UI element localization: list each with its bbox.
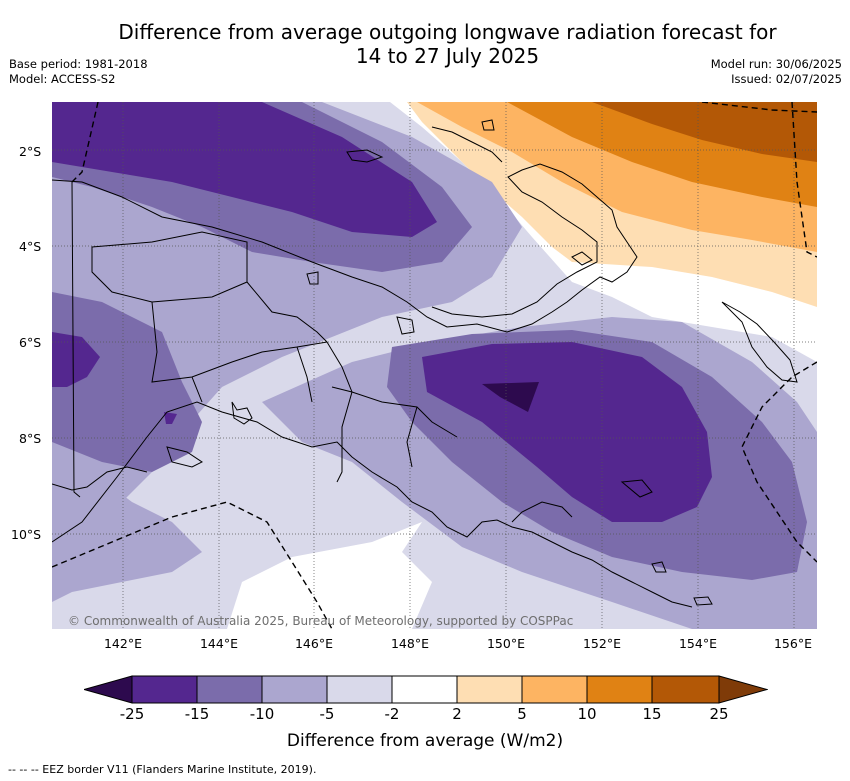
colorbar-tick-5: 5 — [517, 705, 527, 723]
colorbar-segment-10-15 — [587, 676, 652, 703]
colorbar-segment-minus25-minus15 — [132, 676, 197, 703]
lon-label-154e: 154°E — [678, 636, 717, 651]
colorbar-segment-minus10-minus5 — [262, 676, 327, 703]
anomaly-band-15-25 — [592, 102, 817, 162]
colorbar-segment-15-25 — [652, 676, 719, 703]
graticule — [52, 102, 817, 629]
coastlines — [52, 119, 798, 608]
model-name: Model: ACCESS-S2 — [9, 72, 116, 86]
title-line-1: Difference from average outgoing longwav… — [118, 20, 777, 44]
lat-label-8s: 8°S — [19, 431, 42, 446]
colorbar-under-arrow — [84, 675, 133, 704]
colorbar-tick-minus10: -10 — [249, 705, 275, 723]
anomaly-band-minus25-minus15-north — [52, 102, 437, 237]
colorbar-segment-2-5 — [457, 676, 522, 703]
lon-label-156e: 156°E — [773, 636, 812, 651]
colorbar-over-arrow — [718, 675, 768, 704]
lon-label-146e: 146°E — [294, 636, 333, 651]
colorbar-outline — [131, 675, 720, 704]
copyright-notice: © Commonwealth of Australia 2025, Bureau… — [68, 614, 574, 628]
eez-footnote: -- -- -- EEZ border V11 (Flanders Marine… — [8, 763, 317, 776]
colorbar-tick-15: 15 — [642, 705, 662, 723]
colorbar-tick-minus5: -5 — [319, 705, 335, 723]
colorbar-tick-minus2: -2 — [384, 705, 400, 723]
map-panel — [52, 102, 817, 629]
anomaly-band-neutral-south — [227, 522, 432, 629]
lat-label-6s: 6°S — [19, 335, 42, 350]
lon-label-152e: 152°E — [582, 636, 621, 651]
chart-title: Difference from average outgoing longwav… — [0, 20, 850, 68]
meta-right: Model run: 30/06/2025 Issued: 02/07/2025 — [711, 57, 842, 87]
eez-borders — [52, 102, 817, 629]
colorbar — [84, 675, 768, 704]
issued-date: Issued: 02/07/2025 — [731, 72, 842, 86]
lon-label-144e: 144°E — [199, 636, 238, 651]
colorbar-label: Difference from average (W/m2) — [286, 731, 564, 751]
colorbar-tick-25: 25 — [709, 705, 729, 723]
lon-label-142e: 142°E — [103, 636, 142, 651]
model-run: Model run: 30/06/2025 — [710, 57, 842, 71]
anomaly-band-minus25-minus15-patch — [164, 412, 177, 424]
anomaly-band-minus15-minus10-west — [52, 292, 202, 472]
colorbar-segment-neutral — [392, 676, 457, 703]
colorbar-segment-5-10 — [522, 676, 587, 703]
meta-left: Base period: 1981-2018 Model: ACCESS-S2 — [9, 57, 148, 87]
colorbar-segment-minus15-minus10 — [197, 676, 262, 703]
lat-label-4s: 4°S — [19, 239, 42, 254]
lon-label-148e: 148°E — [390, 636, 429, 651]
lat-label-10s: 10°S — [11, 527, 42, 542]
colorbar-tick-minus15: -15 — [184, 705, 210, 723]
province-borders — [71, 181, 458, 498]
anomaly-band-minus10-minus5-west — [52, 462, 202, 602]
anomaly-band-minus25-minus15-west — [52, 332, 100, 387]
lat-label-2s: 2°S — [19, 144, 42, 159]
colorbar-tick-10: 10 — [577, 705, 597, 723]
colorbar-tick-2: 2 — [452, 705, 462, 723]
map-svg — [52, 102, 817, 629]
anomaly-band-below-minus25 — [482, 382, 539, 412]
colorbar-segment-minus5-minus2 — [327, 676, 392, 703]
title-line-2: 14 to 27 July 2025 — [355, 44, 540, 68]
lon-label-150e: 150°E — [486, 636, 525, 651]
base-period: Base period: 1981-2018 — [9, 57, 148, 71]
colorbar-tick-minus25: -25 — [119, 705, 145, 723]
